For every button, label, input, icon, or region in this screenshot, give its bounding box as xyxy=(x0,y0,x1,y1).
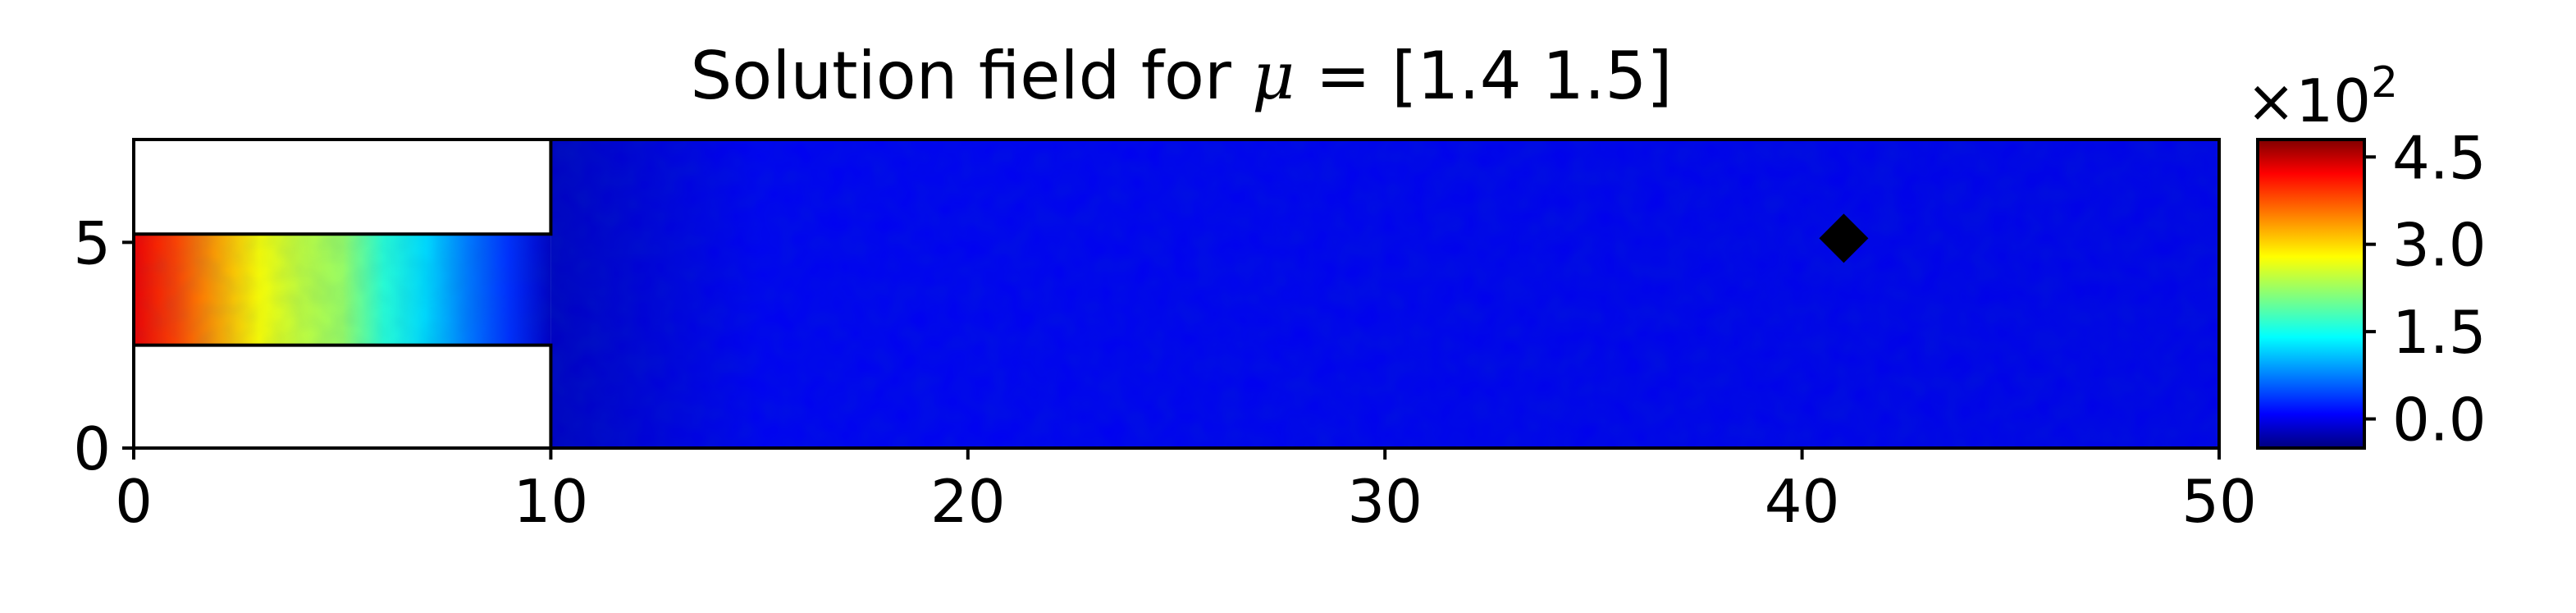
colorbar-tick-label: 4.5 xyxy=(2392,123,2487,192)
colorbar: 0.0 1.5 3.0 4.5 ×102 xyxy=(2246,58,2487,455)
x-tick-label: 40 xyxy=(1765,467,1840,536)
probe-marker xyxy=(1819,213,1869,263)
x-tick-label: 50 xyxy=(2181,467,2257,536)
x-axis: 0 10 20 30 40 50 xyxy=(115,448,2257,536)
colorbar-gradient xyxy=(2256,138,2366,450)
colorbar-tick-label: 1.5 xyxy=(2392,298,2487,367)
colorbar-ticks: 0.0 1.5 3.0 4.5 xyxy=(2364,123,2487,455)
y-axis: 05 xyxy=(73,208,134,483)
y-tick-label: 5 xyxy=(73,208,111,277)
colorbar-tick-label: 3.0 xyxy=(2392,211,2487,280)
inlet-channel-texture xyxy=(134,234,551,345)
x-tick-label: 0 xyxy=(115,467,153,536)
x-tick-label: 30 xyxy=(1347,467,1423,536)
plot-area xyxy=(132,138,2221,450)
plot-frame xyxy=(132,138,2221,450)
main-chamber-texture xyxy=(550,140,2219,448)
colorbar-tick-label: 0.0 xyxy=(2392,386,2487,455)
y-tick-label: 0 xyxy=(73,414,111,483)
x-tick-label: 20 xyxy=(930,467,1006,536)
x-tick-label: 10 xyxy=(514,467,589,536)
chart-title: Solution field for μ = [1.4 1.5] xyxy=(690,38,1672,114)
colorbar-multiplier: ×102 xyxy=(2246,58,2398,135)
